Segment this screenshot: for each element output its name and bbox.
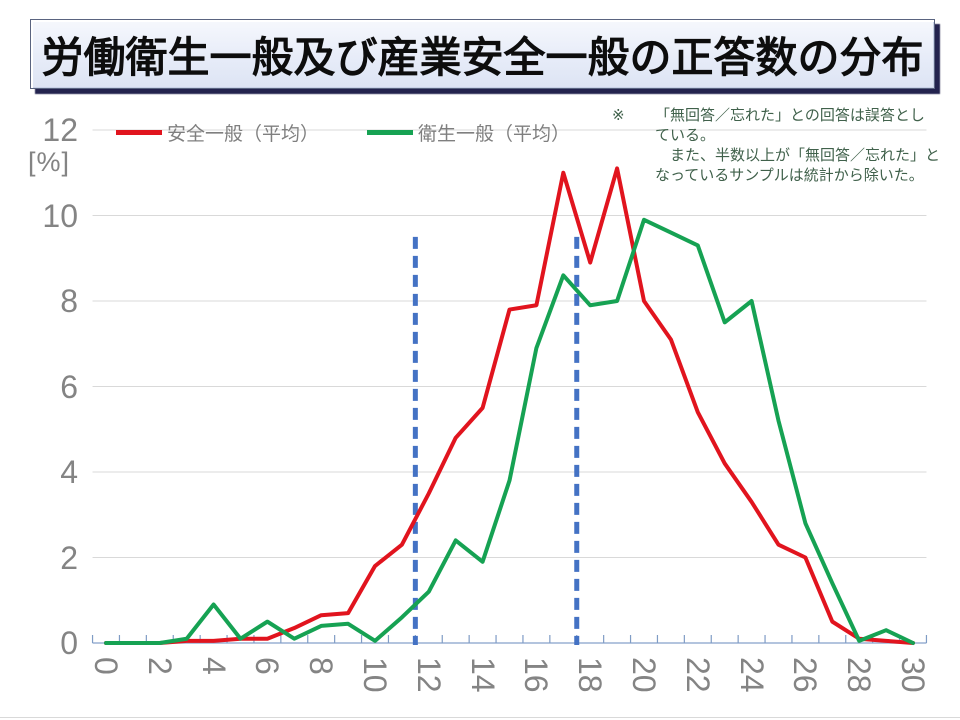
- legend-line-swatch-red: [116, 130, 162, 135]
- x-axis-tick-label: 6: [249, 657, 286, 675]
- x-axis-tick-label: 24: [733, 657, 770, 693]
- x-axis-tick-label: 10: [357, 657, 393, 693]
- y-axis-tick-label: 8: [60, 283, 78, 319]
- slide-bottom-edge: [0, 717, 960, 718]
- y-axis-tick-label: 10: [42, 197, 78, 234]
- legend-label-safety: 安全一般（平均）: [167, 124, 320, 145]
- line-chart: 0 2 4 6 8 10 12 0 2 4 6 8 10 12 14 16 18 20 22 24 26 28 30 [%]…: [0, 95, 960, 720]
- x-axis-tick-label: 12: [410, 657, 447, 693]
- x-axis-tick-label: 28: [841, 657, 878, 693]
- chart-legend: 安全一般（平均） 衛生一般（平均）: [116, 119, 570, 146]
- x-axis-tick-label: 18: [572, 657, 609, 693]
- legend-label-hygiene: 衛生一般（平均）: [418, 124, 571, 145]
- footnote-marker: ※: [612, 107, 625, 124]
- footnote-line: 「無回答／忘れた」との回答は誤答とし: [655, 107, 925, 124]
- y-axis-tick-label: 2: [60, 539, 78, 576]
- y-axis-tick-label: 12: [42, 112, 78, 148]
- x-axis-tick-label: 2: [141, 657, 178, 675]
- y-axis-tick-label: 0: [60, 625, 78, 661]
- x-axis-tick-label: 16: [518, 657, 555, 693]
- x-axis-tick-label: 0: [88, 657, 124, 675]
- x-axis-tick-label: 22: [679, 657, 716, 693]
- footnote-text: 「無回答／忘れた」との回答は誤答とし ている。 また、半数以上が「無回答／忘れた…: [655, 106, 940, 186]
- footnote: ※ 「無回答／忘れた」との回答は誤答とし ている。 また、半数以上が「無回答／忘…: [612, 106, 957, 186]
- page-title-text: 労働衛生一般及び産業安全一般の正答数の分布: [41, 33, 924, 81]
- x-axis-tick-label: 8: [303, 657, 340, 675]
- y-axis-tick-label: 4: [60, 454, 78, 490]
- footnote-line: ている。: [655, 127, 716, 144]
- y-axis-unit-label: [%]: [28, 147, 71, 177]
- x-axis-tick-label: 26: [787, 657, 824, 693]
- x-axis-tick-label: 30: [895, 657, 931, 693]
- x-axis-tick-label: 4: [195, 657, 232, 675]
- legend-line-swatch-green: [367, 130, 414, 135]
- page-title: 労働衛生一般及び産業安全一般の正答数の分布: [30, 19, 935, 89]
- legend-item-hygiene: 衛生一般（平均）: [367, 119, 570, 146]
- footnote-line: なっているサンプルは統計から除いた。: [655, 167, 924, 184]
- x-axis-tick-label: 20: [626, 657, 662, 693]
- y-axis-tick-label: 6: [60, 368, 78, 405]
- footnote-line: また、半数以上が「無回答／忘れた」と: [655, 147, 941, 164]
- x-axis-tick-label: 14: [464, 657, 501, 693]
- legend-item-safety: 安全一般（平均）: [116, 119, 319, 146]
